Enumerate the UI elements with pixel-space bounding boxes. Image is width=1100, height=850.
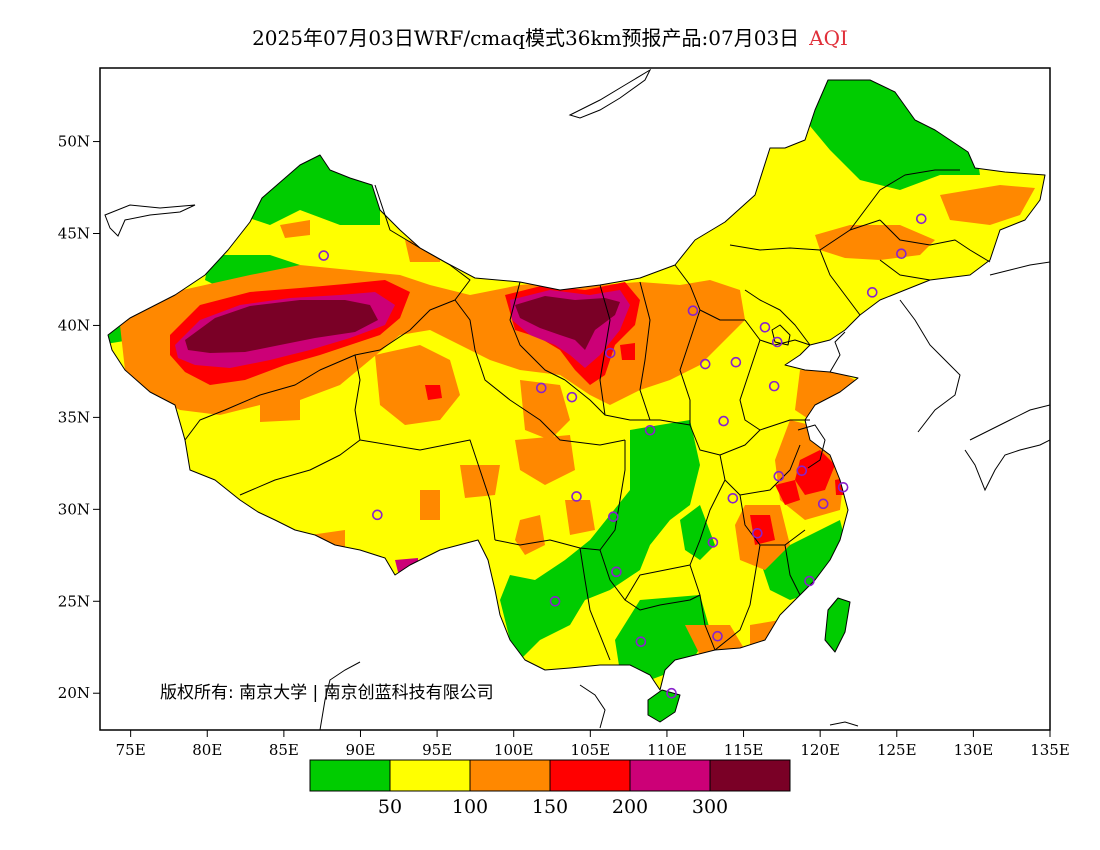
copyright-text: 版权所有: 南京大学 | 南京创蓝科技有限公司: [160, 683, 494, 703]
lat-tick-label: 50N: [58, 133, 90, 151]
legend-label: 300: [692, 796, 728, 818]
legend-label: 50: [378, 796, 402, 818]
lon-tick-label: 110E: [647, 741, 687, 759]
station-marker: [644, 424, 656, 436]
station-marker: [718, 415, 729, 427]
lat-tick-label: 35N: [58, 408, 90, 426]
station-marker: [604, 347, 616, 359]
map-axes: 75E 80E 85E 90E 95E 100E 105E 110E 115E 120E 125E 1…: [58, 133, 1070, 759]
legend-label: 150: [532, 796, 568, 818]
legend-label: 200: [612, 796, 648, 818]
legend-swatch: [629, 759, 711, 792]
station-marker: [372, 509, 383, 521]
station-marker: [318, 250, 330, 261]
station-marker: [759, 321, 771, 333]
lon-tick-label: 80E: [192, 741, 222, 759]
lon-tick-label: 135E: [1030, 741, 1070, 759]
lat-tick-label: 40N: [58, 316, 90, 334]
neighbor-coastlines: [104, 68, 1050, 730]
lat-tick-label: 20N: [58, 684, 90, 702]
lon-tick-label: 95E: [422, 741, 452, 759]
station-marker: [866, 287, 878, 298]
map-title: 2025年07月03日WRF/cmaq模式36km预报产品:07月03日 AQI: [0, 22, 1100, 51]
legend-swatch: [309, 759, 391, 792]
lon-tick-label: 100E: [494, 741, 534, 759]
station-marker: [666, 687, 677, 699]
station-marker: [896, 248, 907, 260]
legend-swatch: [549, 759, 631, 792]
station-markers: [318, 213, 927, 699]
lon-tick-label: 85E: [269, 741, 299, 759]
station-marker: [915, 213, 927, 225]
station-marker: [768, 380, 780, 392]
station-marker: [687, 305, 699, 317]
legend-swatch: [389, 759, 471, 792]
station-marker: [771, 336, 783, 348]
station-marker: [608, 511, 619, 522]
station-marker: [817, 498, 829, 510]
station-marker: [566, 391, 578, 403]
legend-label: 100: [452, 796, 488, 818]
station-marker: [635, 636, 647, 648]
lon-tick-label: 90E: [345, 741, 375, 759]
legend-swatch: [469, 759, 551, 792]
station-marker: [837, 481, 849, 493]
station-marker: [549, 595, 561, 607]
boundaries: [107, 79, 1046, 723]
lon-tick-label: 75E: [116, 741, 146, 759]
lon-tick-label: 105E: [571, 741, 611, 759]
station-marker: [773, 470, 785, 482]
aqi-legend: 50 100 150 200 300: [309, 759, 791, 818]
station-marker: [804, 575, 815, 587]
lon-tick-label: 130E: [954, 741, 994, 759]
station-marker: [611, 566, 622, 578]
lat-tick-label: 30N: [58, 500, 90, 518]
station-marker: [796, 465, 808, 477]
station-marker: [712, 630, 723, 642]
station-marker: [707, 537, 719, 548]
station-marker: [535, 382, 547, 394]
lon-tick-label: 115E: [724, 741, 764, 759]
station-marker: [752, 527, 763, 539]
station-marker: [727, 492, 739, 504]
lon-tick-label: 125E: [877, 741, 917, 759]
title-text: 2025年07月03日WRF/cmaq模式36km预报产品:07月03日: [252, 26, 800, 50]
lat-tick-label: 25N: [58, 592, 90, 610]
station-marker: [571, 491, 582, 502]
lon-tick-label: 120E: [800, 741, 840, 759]
station-marker: [699, 358, 711, 370]
legend-swatch: [709, 759, 791, 792]
variable-label: AQI: [809, 26, 848, 50]
lat-tick-label: 45N: [58, 225, 90, 243]
station-marker: [730, 356, 742, 368]
